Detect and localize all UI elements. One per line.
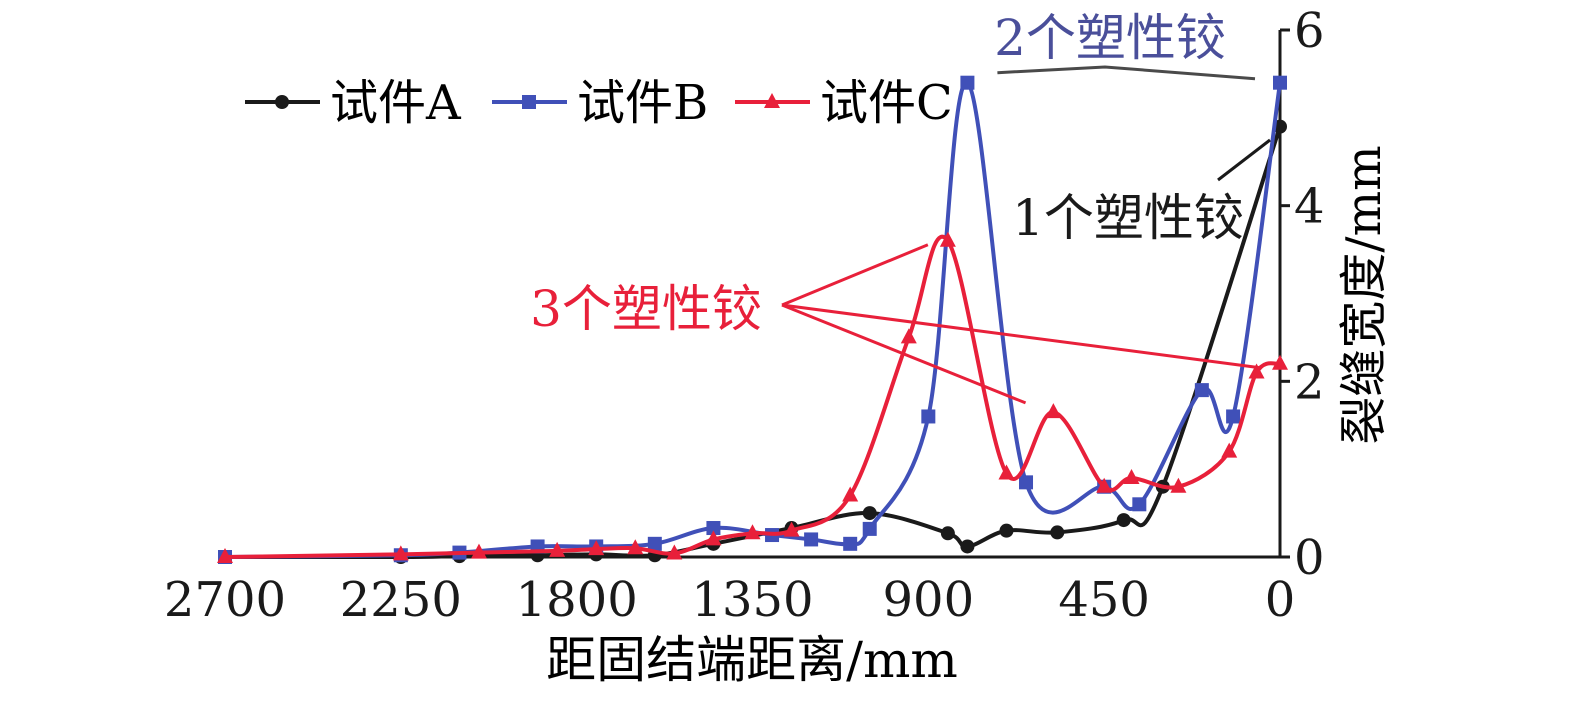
series-layer <box>217 75 1288 564</box>
legend-marker-C <box>764 93 780 108</box>
data-point <box>1123 468 1140 484</box>
data-point <box>1221 442 1238 458</box>
legend-label-A: 试件A <box>330 75 462 131</box>
data-point <box>960 75 975 90</box>
x-tick-label: 1350 <box>691 572 813 628</box>
annotation-leader-line <box>781 303 1261 370</box>
data-point <box>627 539 644 555</box>
data-point <box>900 328 917 344</box>
data-point <box>998 464 1015 480</box>
legend-item-A: 试件A <box>245 75 462 131</box>
data-point <box>842 486 859 502</box>
data-point <box>862 506 877 521</box>
axes: 2700 2250 1800 1350 900 450 0 0 2 4 6 <box>164 3 1325 628</box>
annotation-leader-line <box>781 243 929 307</box>
legend-marker-B <box>522 95 536 109</box>
legend-label-B: 试件B <box>577 75 708 131</box>
data-point <box>1226 409 1241 424</box>
data-point <box>1272 354 1288 370</box>
legend-marker-A <box>275 95 289 109</box>
data-point <box>843 536 858 551</box>
data-point <box>706 521 721 536</box>
data-point <box>921 409 936 424</box>
annotation-1-hinge: 1个塑性铰 <box>1012 189 1244 247</box>
series-1 <box>218 119 1287 564</box>
data-point <box>1116 513 1131 528</box>
annotation-1-hinge-leader <box>1217 138 1271 182</box>
data-point <box>862 521 877 536</box>
legend-label-C: 试件C <box>820 75 953 131</box>
data-point <box>392 545 409 561</box>
data-point <box>1096 477 1113 493</box>
y-tick-label: 2 <box>1294 354 1325 410</box>
data-point <box>1050 525 1065 540</box>
x-ticks: 2700 2250 1800 1350 900 450 0 <box>164 572 1295 628</box>
data-point <box>1019 475 1034 490</box>
data-point <box>744 524 761 540</box>
x-tick-label: 0 <box>1265 572 1296 628</box>
data-point <box>588 540 605 556</box>
data-point <box>1170 477 1187 493</box>
y-axis-title: 裂缝宽度/mm <box>1336 145 1392 444</box>
data-point <box>804 532 819 547</box>
data-point <box>470 543 487 559</box>
data-point <box>549 541 566 557</box>
data-point <box>217 548 233 563</box>
data-point <box>666 544 683 560</box>
x-tick-label: 2250 <box>340 572 462 628</box>
data-point <box>940 526 955 541</box>
legend: 试件A 试件B 试件C <box>245 75 953 131</box>
annotation-2-hinges-leader <box>997 65 1256 81</box>
y-tick-label: 4 <box>1294 179 1325 235</box>
annotation-layer: 2个塑性铰 1个塑性铰 3个塑性铰 <box>530 9 1271 405</box>
data-point <box>1248 363 1265 379</box>
data-point <box>960 539 975 554</box>
data-point <box>1194 383 1209 398</box>
legend-item-C: 试件C <box>735 75 953 131</box>
annotation-2-hinges: 2个塑性铰 <box>994 9 1226 67</box>
x-tick-label: 900 <box>883 572 975 628</box>
x-tick-label: 2700 <box>164 572 286 628</box>
data-point <box>647 536 662 551</box>
x-tick-label: 1800 <box>516 572 638 628</box>
data-point <box>783 521 800 537</box>
y-tick-label: 0 <box>1294 530 1325 586</box>
annotation-leader-line <box>781 303 1027 405</box>
x-axis-title: 距固结端距离/mm <box>546 631 958 689</box>
y-tick-label: 6 <box>1294 3 1325 59</box>
data-point <box>705 530 722 546</box>
legend-item-B: 试件B <box>492 75 708 131</box>
data-point <box>1045 403 1062 419</box>
y-ticks: 0 2 4 6 <box>1280 3 1325 586</box>
x-tick-label: 450 <box>1058 572 1150 628</box>
data-point <box>999 523 1014 538</box>
annotation-3-hinges-leaders <box>781 243 1261 405</box>
data-point <box>1132 497 1147 512</box>
data-point <box>1273 75 1287 90</box>
annotation-3-hinges: 3个塑性铰 <box>530 280 762 338</box>
series-3 <box>217 231 1288 563</box>
data-point <box>939 231 956 247</box>
